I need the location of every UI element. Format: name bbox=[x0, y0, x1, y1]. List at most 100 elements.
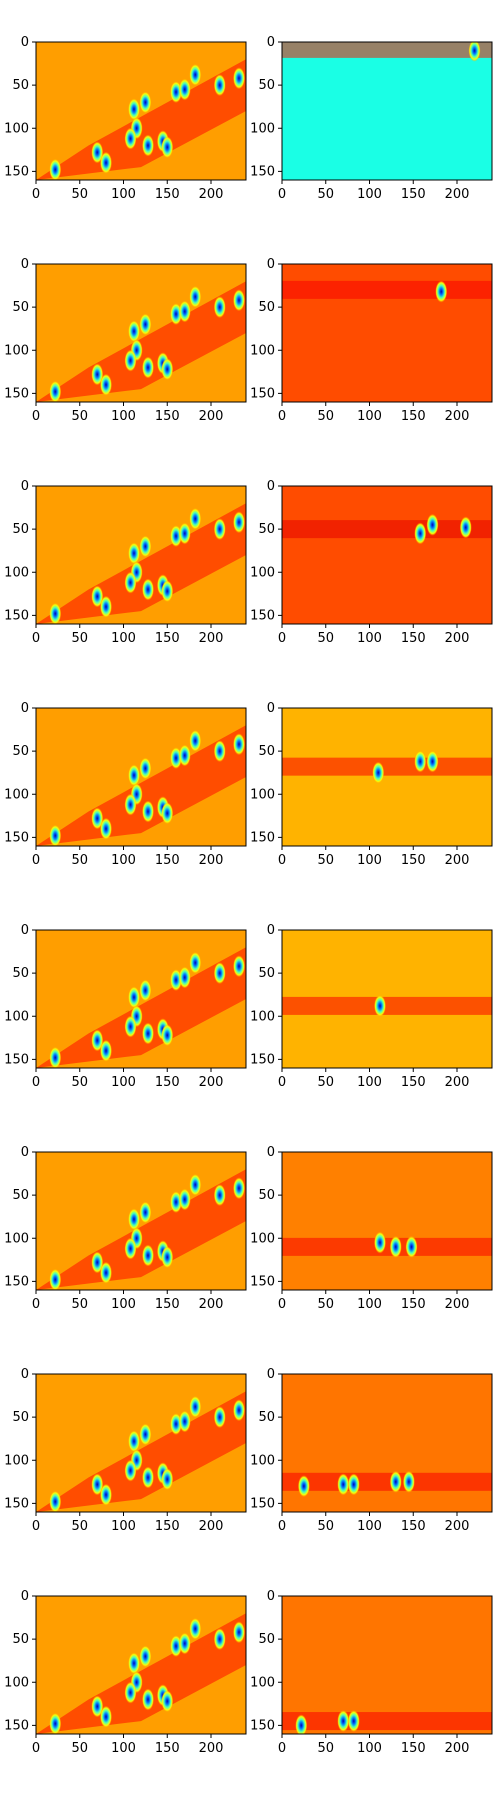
heatmap-image bbox=[282, 1596, 492, 1734]
y-tick-label: 100 bbox=[4, 1231, 29, 1246]
x-tick-label: 0 bbox=[278, 1519, 286, 1534]
heatmap-image bbox=[36, 1596, 246, 1734]
activation-blob bbox=[178, 1188, 191, 1211]
axes-frame bbox=[281, 485, 493, 625]
activation-blob bbox=[124, 1237, 137, 1260]
y-tick-label: 100 bbox=[250, 1231, 275, 1246]
y-tick-label: 100 bbox=[4, 1009, 29, 1024]
y-tick-label: 150 bbox=[4, 1496, 29, 1511]
activation-blob bbox=[213, 1406, 226, 1429]
activation-blob bbox=[233, 511, 245, 534]
y-tick-label: 0 bbox=[21, 35, 29, 50]
x-tick-label: 100 bbox=[357, 187, 382, 202]
x-tick-label: 50 bbox=[317, 1297, 334, 1312]
activation-blob bbox=[161, 1024, 174, 1047]
activation-blob bbox=[124, 1681, 137, 1704]
y-tick-label: 0 bbox=[267, 257, 275, 272]
x-tick-label: 100 bbox=[357, 1297, 382, 1312]
activation-blob bbox=[49, 1490, 62, 1512]
y-tick-label: 50 bbox=[12, 1410, 29, 1425]
x-tick-label: 100 bbox=[111, 1741, 136, 1756]
y-tick-label: 100 bbox=[4, 121, 29, 136]
activation-blob bbox=[124, 127, 137, 150]
activation-blob bbox=[142, 356, 154, 379]
y-tick-label: 150 bbox=[250, 1718, 275, 1733]
activation-blob bbox=[124, 1015, 137, 1038]
x-tick-label: 0 bbox=[32, 1297, 40, 1312]
activation-blob bbox=[49, 1712, 62, 1734]
activation-blob bbox=[128, 986, 140, 1009]
heatmap-image bbox=[282, 42, 492, 180]
y-tick-label: 100 bbox=[4, 1453, 29, 1468]
activation-blob bbox=[213, 296, 226, 319]
axes-frame bbox=[35, 929, 247, 1069]
x-tick-label: 0 bbox=[32, 409, 40, 424]
axes-frame bbox=[281, 929, 493, 1069]
activation-blob bbox=[374, 994, 386, 1017]
x-tick-label: 50 bbox=[71, 853, 88, 868]
activation-blob bbox=[142, 1688, 154, 1711]
y-tick-label: 100 bbox=[250, 343, 275, 358]
y-tick-label: 0 bbox=[21, 923, 29, 938]
activation-band bbox=[36, 725, 246, 846]
y-tick-label: 150 bbox=[250, 1274, 275, 1289]
subplot-r7-c1: 0 50 100 150 200 0 50 100 150 bbox=[4, 1367, 247, 1534]
subplot-r1-c1: 0 50 100 150 200 0 50 100 150 bbox=[4, 35, 247, 202]
x-tick-label: 0 bbox=[278, 1297, 286, 1312]
subplot-r6-c1: 0 50 100 150 200 0 50 100 150 bbox=[4, 1145, 247, 1312]
activation-blob bbox=[178, 1632, 191, 1655]
heatmap-image bbox=[36, 264, 246, 402]
y-tick-label: 150 bbox=[4, 386, 29, 401]
x-tick-label: 100 bbox=[357, 1075, 382, 1090]
activation-band bbox=[36, 1391, 246, 1512]
activation-blob bbox=[139, 313, 152, 336]
x-tick-label: 50 bbox=[317, 631, 334, 646]
heatmap-image bbox=[282, 708, 492, 846]
x-tick-label: 50 bbox=[71, 1297, 88, 1312]
x-tick-label: 100 bbox=[357, 631, 382, 646]
activation-blob bbox=[142, 800, 154, 823]
x-tick-label: 0 bbox=[32, 1075, 40, 1090]
activation-blob bbox=[142, 134, 154, 157]
activation-blob bbox=[189, 1173, 202, 1196]
subplot-r4-c1: 0 50 100 150 200 0 50 100 150 bbox=[4, 701, 247, 868]
x-tick-label: 200 bbox=[445, 853, 470, 868]
x-tick-label: 150 bbox=[401, 1075, 426, 1090]
activation-blob bbox=[100, 1705, 112, 1728]
y-tick-label: 0 bbox=[267, 1145, 275, 1160]
activation-blob bbox=[374, 1231, 386, 1254]
x-tick-label: 50 bbox=[71, 1075, 88, 1090]
x-tick-label: 200 bbox=[199, 409, 224, 424]
axes-frame bbox=[281, 707, 493, 847]
y-tick-label: 100 bbox=[250, 121, 275, 136]
y-tick-label: 50 bbox=[12, 78, 29, 93]
heatmap-image bbox=[282, 930, 492, 1068]
y-tick-label: 0 bbox=[21, 1367, 29, 1382]
y-tick-label: 0 bbox=[267, 1367, 275, 1382]
activation-blob bbox=[49, 602, 62, 624]
activation-band bbox=[282, 1472, 492, 1491]
activation-blob bbox=[161, 1246, 174, 1269]
x-tick-label: 150 bbox=[155, 1741, 180, 1756]
heatmap-background bbox=[282, 708, 492, 846]
heatmap-image bbox=[36, 42, 246, 180]
activation-blob bbox=[139, 1201, 152, 1224]
y-tick-label: 0 bbox=[267, 479, 275, 494]
y-tick-label: 100 bbox=[4, 343, 29, 358]
activation-blob bbox=[139, 979, 152, 1002]
x-tick-label: 100 bbox=[111, 1297, 136, 1312]
activation-blob bbox=[189, 507, 202, 530]
x-tick-label: 200 bbox=[445, 1297, 470, 1312]
activation-blob bbox=[49, 1046, 62, 1068]
y-tick-label: 50 bbox=[12, 522, 29, 537]
y-tick-label: 100 bbox=[250, 1009, 275, 1024]
x-tick-label: 150 bbox=[155, 1297, 180, 1312]
x-tick-label: 50 bbox=[317, 187, 334, 202]
x-tick-label: 100 bbox=[357, 1519, 382, 1534]
activation-blob bbox=[178, 78, 191, 101]
activation-blob bbox=[161, 580, 174, 603]
x-tick-label: 200 bbox=[445, 409, 470, 424]
heatmap-background bbox=[282, 1374, 492, 1512]
x-tick-label: 150 bbox=[155, 1519, 180, 1534]
